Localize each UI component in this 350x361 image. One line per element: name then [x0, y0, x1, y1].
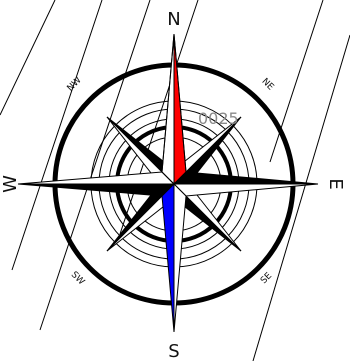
- west-label: W: [0, 175, 21, 193]
- bg-line-6: [252, 34, 350, 361]
- east-point-lower: [172, 183, 319, 197]
- north-needle-outline: [161, 33, 187, 185]
- east-point-upper: [172, 171, 319, 185]
- west-point-upper: [17, 171, 176, 185]
- cardinal-star: [17, 33, 319, 333]
- bg-line-2: [11, 0, 103, 271]
- west-point-lower: [17, 183, 176, 197]
- southwest-label: SW: [69, 270, 86, 287]
- bg-line-5: [269, 0, 324, 163]
- south-label: S: [168, 341, 179, 361]
- center-number: 0025: [198, 109, 239, 128]
- southeast-label: SE: [259, 271, 274, 286]
- bg-line-1: [0, 0, 56, 116]
- east-label: E: [325, 178, 346, 189]
- south-needle-right: [173, 182, 187, 333]
- northeast-label: NE: [259, 77, 275, 93]
- bg-line-3: [39, 0, 151, 331]
- northwest-label: NW: [66, 75, 84, 93]
- north-label: N: [167, 9, 180, 30]
- bg-line-4: [119, 0, 199, 235]
